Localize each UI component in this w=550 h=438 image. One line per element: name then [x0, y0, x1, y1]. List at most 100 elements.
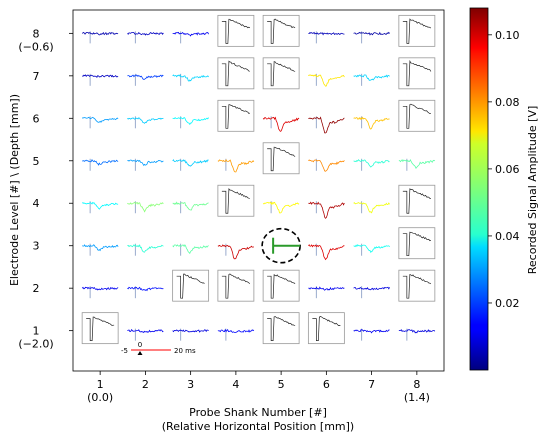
saturated-trace: [267, 316, 296, 342]
recorded-trace: [308, 201, 345, 219]
y-tick-label: 5: [33, 155, 40, 168]
cell-8-5: [398, 158, 436, 171]
cell-2-7: [127, 73, 164, 86]
cell-3-1: [172, 328, 209, 341]
stimulus-onset-marker: [137, 351, 143, 355]
colorbar-label: Recorded Signal Amplitude [V]: [526, 106, 539, 275]
x-tick-sublabel: (1.4): [404, 391, 430, 404]
recorded-trace: [308, 73, 345, 87]
recorded-trace: [81, 31, 119, 36]
saturated-trace-box: [398, 99, 436, 132]
cell-4-2: [217, 269, 255, 302]
recorded-trace: [81, 286, 119, 291]
recorded-trace: [353, 74, 390, 81]
recorded-trace: [398, 159, 436, 169]
recorded-trace: [127, 74, 164, 80]
recorded-trace: [127, 159, 164, 167]
cell-6-3: [308, 243, 345, 261]
cell-3-3: [172, 243, 209, 256]
cell-6-4: [308, 201, 345, 219]
cell-1-6: [81, 116, 119, 129]
cell-8-4: [398, 184, 436, 217]
recorded-trace: [172, 244, 209, 255]
cell-3-2: [172, 269, 210, 302]
saturated-trace: [402, 274, 432, 299]
cell-4-3: [217, 243, 254, 260]
saturated-trace: [267, 61, 296, 87]
cell-2-4: [127, 201, 164, 214]
scale-bar-left-label: -5: [121, 347, 128, 355]
y-tick-sublabel: (−2.0): [18, 338, 53, 351]
recorded-trace: [308, 244, 345, 261]
saturated-trace-box: [262, 57, 300, 90]
saturated-trace-box: [217, 14, 255, 47]
recorded-trace: [353, 31, 390, 36]
recorded-trace: [127, 329, 164, 334]
cell-6-2: [308, 286, 345, 299]
saturated-trace-box: [81, 312, 119, 345]
saturated-trace: [221, 188, 250, 214]
recorded-trace: [398, 329, 436, 334]
saturated-trace-box: [262, 142, 300, 175]
recorded-trace: [172, 329, 209, 333]
cell-7-6: [353, 116, 390, 130]
saturated-trace: [267, 274, 296, 299]
saturated-trace-box: [398, 14, 436, 47]
saturated-trace-box: [217, 99, 255, 132]
cell-8-7: [398, 57, 436, 90]
cell-3-5: [172, 158, 209, 171]
recorded-trace: [81, 201, 119, 210]
y-tick-label: 7: [33, 70, 40, 83]
saturated-trace: [221, 104, 251, 129]
x-tick-label: 5: [278, 378, 285, 391]
saturated-trace-box: [307, 312, 345, 345]
cell-8-1: [398, 328, 436, 341]
recorded-trace: [127, 244, 164, 253]
cell-7-3: [353, 243, 390, 256]
recorded-trace: [308, 31, 345, 36]
saturated-trace-box: [217, 57, 255, 90]
cell-2-2: [127, 286, 164, 299]
recorded-trace: [308, 116, 345, 134]
cell-5-8: [262, 14, 300, 47]
saturated-trace-box: [217, 184, 255, 217]
saturated-trace-box: [262, 14, 300, 47]
plot-area: [72, 9, 445, 372]
recorded-trace: [308, 159, 345, 172]
saturated-trace-box: [398, 57, 436, 90]
saturated-trace: [221, 60, 250, 87]
cell-8-8: [398, 14, 436, 47]
recorded-trace: [127, 31, 164, 36]
cell-6-7: [308, 73, 345, 87]
scale-bar-zero-label: 0: [138, 341, 142, 349]
x-tick-label: 6: [323, 378, 330, 391]
cell-1-2: [81, 286, 119, 299]
x-axis-label: Probe Shank Number [#]: [189, 406, 327, 419]
y-tick-label: 1: [33, 325, 40, 338]
cell-4-5: [217, 158, 255, 173]
cell-1-1: [81, 312, 119, 345]
recorded-trace: [353, 286, 390, 291]
cell-5-2: [262, 269, 300, 302]
saturated-trace: [402, 188, 431, 214]
colorbar-tick-label: 0.04: [495, 230, 520, 243]
recorded-trace: [262, 201, 300, 214]
cell-5-5: [262, 142, 300, 175]
x-tick-sublabel: (0.0): [87, 391, 113, 404]
colorbar-tick-label: 0.10: [495, 29, 520, 42]
cell-8-3: [398, 227, 436, 260]
cell-4-7: [217, 57, 255, 90]
cell-1-5: [82, 158, 119, 171]
cell-1-8: [81, 31, 119, 44]
saturated-trace: [402, 18, 432, 44]
cell-3-8: [172, 31, 209, 44]
colorbar-tick-label: 0.02: [495, 297, 520, 310]
cell-2-6: [127, 116, 164, 129]
recorded-trace: [172, 31, 209, 37]
cell-8-6: [398, 99, 436, 132]
saturated-trace-box: [217, 269, 255, 302]
y-tick-label: 6: [33, 112, 40, 125]
cell-8-2: [398, 269, 436, 302]
cell-2-5: [127, 158, 164, 171]
